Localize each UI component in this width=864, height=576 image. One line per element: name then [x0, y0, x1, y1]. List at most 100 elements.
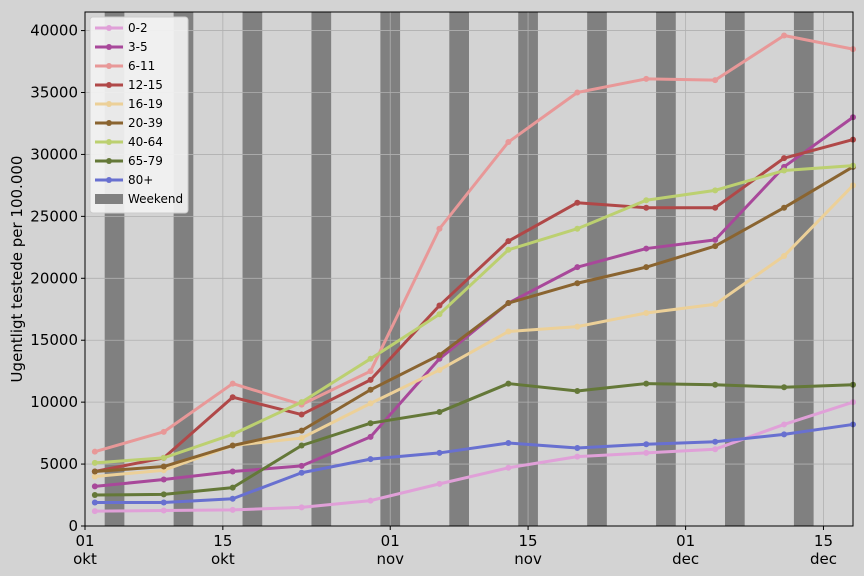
y-tick-label: 10000 — [30, 393, 78, 411]
data-point — [505, 139, 512, 146]
data-point — [160, 454, 167, 461]
y-tick-label: 30000 — [30, 145, 78, 163]
data-point — [298, 399, 305, 406]
data-point — [298, 469, 305, 476]
x-tick-day: 01 — [381, 532, 400, 550]
plot-frame — [84, 11, 854, 527]
series-6-11 — [91, 32, 856, 455]
data-point — [712, 204, 719, 211]
data-point — [367, 386, 374, 393]
weekend-band — [656, 12, 676, 526]
legend-label: 20-39 — [128, 116, 163, 130]
weekend-band — [311, 12, 332, 526]
data-point — [574, 453, 581, 460]
legend-entry: 40-64 — [95, 135, 163, 149]
data-point — [367, 355, 374, 362]
data-point — [91, 499, 98, 506]
data-point — [229, 484, 236, 491]
legend-marker — [106, 158, 112, 164]
data-point — [229, 442, 236, 449]
data-point — [781, 204, 788, 211]
data-point — [436, 302, 443, 309]
data-point — [367, 420, 374, 427]
legend-marker — [106, 120, 112, 126]
data-point — [643, 204, 650, 211]
data-point — [160, 428, 167, 435]
data-point — [436, 449, 443, 456]
weekend-band — [449, 12, 469, 526]
data-point — [436, 225, 443, 232]
data-point — [229, 495, 236, 502]
y-axis-label: Ugentligt testede per 100.000 — [8, 156, 26, 383]
data-point — [574, 199, 581, 206]
legend-entry-weekend: Weekend — [95, 192, 183, 206]
data-point — [712, 301, 719, 308]
legend-marker — [106, 82, 112, 88]
data-point — [712, 381, 719, 388]
x-tick-day: 15 — [519, 532, 538, 550]
legend-entry: 0-2 — [95, 21, 148, 35]
series-line — [94, 34, 854, 454]
legend-marker — [106, 63, 112, 69]
data-point — [91, 468, 98, 475]
data-point — [436, 480, 443, 487]
y-axis-ticks: 0 5000 10000 15000 20000 25000 30000 35000 40000 — [30, 22, 85, 535]
y-tick-label: 20000 — [30, 269, 78, 287]
data-point — [574, 387, 581, 394]
data-point — [91, 473, 98, 480]
data-point — [298, 427, 305, 434]
data-point — [574, 89, 581, 96]
series-line — [94, 164, 854, 465]
legend-label: Weekend — [128, 192, 183, 206]
weekend-band — [793, 12, 814, 526]
data-point — [505, 238, 512, 245]
data-point — [229, 506, 236, 513]
weekend-band — [725, 12, 745, 526]
legend-entry: 3-5 — [95, 40, 148, 54]
data-point — [298, 411, 305, 418]
series-0-2 — [91, 399, 856, 515]
y-tick-label: 35000 — [30, 84, 78, 102]
legend-label: 3-5 — [128, 40, 148, 54]
data-point — [505, 246, 512, 253]
legend-label: 6-11 — [128, 59, 155, 73]
legend-entry: 16-19 — [95, 97, 163, 111]
data-point — [367, 497, 374, 504]
series-lines — [91, 32, 856, 515]
series-line — [94, 400, 854, 513]
data-point — [298, 442, 305, 449]
data-point — [781, 155, 788, 162]
data-point — [298, 435, 305, 442]
data-point — [781, 384, 788, 391]
series-line — [94, 138, 854, 473]
y-tick-label: 25000 — [30, 207, 78, 225]
series-80+ — [91, 421, 856, 506]
series-line — [94, 165, 854, 473]
x-tick-day: 01 — [75, 532, 94, 550]
data-point — [229, 468, 236, 475]
data-point — [574, 280, 581, 287]
data-point — [643, 75, 650, 82]
x-tick-day: 15 — [213, 532, 232, 550]
data-point — [160, 499, 167, 506]
legend-entry: 12-15 — [95, 78, 163, 92]
series-65-79 — [91, 380, 856, 499]
data-point — [367, 400, 374, 407]
data-point — [574, 323, 581, 330]
data-point — [91, 492, 98, 499]
data-point — [781, 167, 788, 174]
legend-entry: 80+ — [95, 173, 153, 187]
data-point — [643, 197, 650, 204]
data-point — [712, 236, 719, 243]
legend-marker — [106, 177, 112, 183]
legend-marker — [106, 139, 112, 145]
data-point — [229, 394, 236, 401]
series-40-64 — [91, 162, 856, 466]
data-point — [91, 459, 98, 466]
x-tick-day: 15 — [814, 532, 833, 550]
x-tick-day: 01 — [676, 532, 695, 550]
legend-label: 16-19 — [128, 97, 163, 111]
legend-label: 65-79 — [128, 154, 163, 168]
legend-entry: 6-11 — [95, 59, 155, 73]
